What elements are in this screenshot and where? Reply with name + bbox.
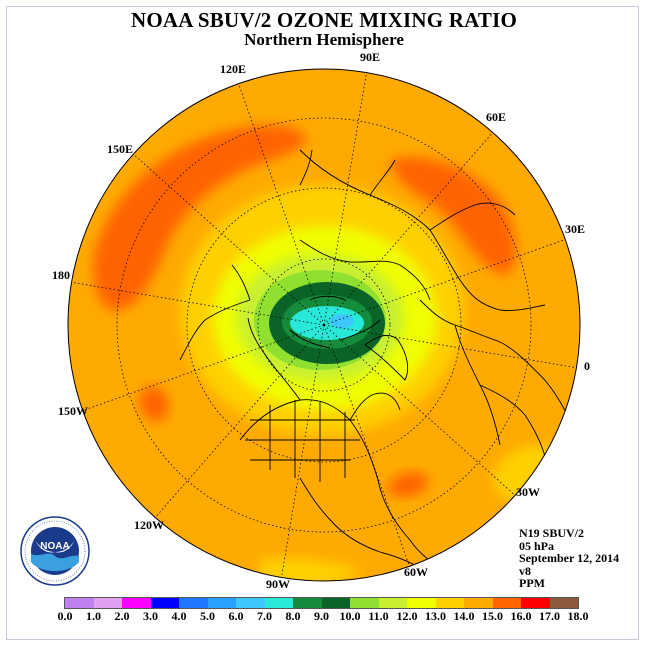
colorbar-tick-label: 7.0 bbox=[257, 609, 272, 623]
colorbar-tick-label: 11.0 bbox=[368, 609, 389, 623]
lon-label-150w: 150W bbox=[58, 404, 88, 418]
colorbar bbox=[64, 597, 579, 609]
ozone-high-patch-pacific bbox=[93, 125, 306, 311]
colorbar-tick-label: 13.0 bbox=[425, 609, 446, 623]
noaa-logo-text: NOAA bbox=[40, 541, 69, 552]
colorbar-swatch bbox=[350, 598, 379, 608]
info-satellite: N19 SBUV/2 bbox=[519, 526, 585, 540]
colorbar-tick-label: 10.0 bbox=[339, 609, 361, 623]
coast-greenland bbox=[364, 334, 409, 381]
lon-label-150e: 150E bbox=[107, 142, 134, 156]
colorbar-tick-label: 3.0 bbox=[143, 609, 158, 623]
colorbar-tick-label: 0.0 bbox=[57, 609, 73, 623]
coast-north-america bbox=[239, 317, 446, 571]
colorbar-tick-label: 2.0 bbox=[114, 609, 130, 623]
colorbar-swatch bbox=[150, 598, 179, 608]
colorbar-tick-label: 15.0 bbox=[482, 609, 503, 623]
colorbar-swatch bbox=[407, 598, 436, 608]
info-date: September 12, 2014 bbox=[519, 551, 620, 565]
ozone-high-patch-npacific bbox=[138, 385, 169, 422]
lon-label-60w: 60W bbox=[404, 565, 428, 579]
lon-label-60e: 60E bbox=[486, 110, 507, 124]
colorbar-swatch bbox=[236, 598, 265, 608]
colorbar-tick-label: 4.0 bbox=[171, 609, 187, 623]
colorbar-tick-label: 1.0 bbox=[86, 609, 101, 623]
colorbar-swatch bbox=[464, 598, 493, 608]
colorbar-swatch bbox=[179, 598, 208, 608]
colorbar-swatch bbox=[65, 598, 94, 608]
coast-arctic-islands bbox=[289, 295, 381, 349]
colorbar-tick-label: 8.0 bbox=[285, 609, 301, 623]
meridian-lines bbox=[69, 69, 579, 581]
coastlines bbox=[179, 149, 576, 571]
coast-asia bbox=[299, 149, 546, 311]
latitude-circles bbox=[116, 117, 532, 533]
lon-label-180: 180 bbox=[52, 268, 70, 282]
ozone-band-6 bbox=[330, 314, 354, 328]
colorbar-tick-label: 18.0 bbox=[567, 609, 589, 623]
colorbar-swatch bbox=[435, 598, 464, 608]
lon-label-90e: 90E bbox=[360, 50, 381, 64]
colorbar-swatch bbox=[521, 598, 550, 608]
coast-usa-grid bbox=[245, 400, 360, 482]
colorbar-swatch bbox=[293, 598, 322, 608]
lon-label-30e: 30E bbox=[565, 222, 586, 236]
coast-siberia-arctic bbox=[299, 239, 431, 301]
lon-label-90w: 90W bbox=[266, 577, 290, 591]
colorbar-swatch bbox=[321, 598, 350, 608]
info-version: v8 bbox=[519, 563, 531, 578]
coast-central-america bbox=[299, 477, 416, 566]
coast-europe bbox=[419, 299, 576, 446]
ozone-high-patch-atlantic bbox=[387, 471, 429, 497]
colorbar-tick-label: 12.0 bbox=[396, 609, 418, 623]
info-units: PPM bbox=[519, 576, 545, 590]
coast-africa bbox=[479, 384, 549, 471]
colorbar-tick-labels: 0.0 1.0 2.0 3.0 4.0 5.0 6.0 7.0 8.0 9.0 10.0 11.0 12… bbox=[50, 609, 610, 623]
colorbar-swatch bbox=[93, 598, 122, 608]
map-disc-outline bbox=[67, 68, 581, 582]
colorbar-swatch bbox=[549, 598, 578, 608]
lon-label-120e: 120E bbox=[220, 62, 247, 76]
map-subtitle: Northern Hemisphere bbox=[244, 30, 404, 49]
lon-label-0: 0 bbox=[584, 359, 590, 373]
colorbar-swatch bbox=[122, 598, 151, 608]
colorbar-tick-label: 6.0 bbox=[228, 609, 244, 623]
lon-label-30w: 30W bbox=[516, 485, 540, 499]
noaa-logo-icon: NOAA bbox=[20, 516, 90, 586]
colorbar-swatch bbox=[264, 598, 293, 608]
coast-alaska bbox=[179, 264, 251, 361]
coast-japan bbox=[299, 149, 313, 186]
colorbar-tick-label: 17.0 bbox=[539, 609, 560, 623]
colorbar-tick-label: 16.0 bbox=[510, 609, 532, 623]
info-level: 05 hPa bbox=[519, 538, 555, 553]
lon-label-120w: 120W bbox=[134, 518, 164, 532]
figure-frame bbox=[6, 6, 639, 640]
colorbar-tick-label: 5.0 bbox=[200, 609, 215, 623]
colorbar-swatch bbox=[492, 598, 521, 608]
colorbar-tick-label: 9.0 bbox=[314, 609, 329, 623]
map-title: NOAA SBUV/2 OZONE MIXING RATIO bbox=[131, 8, 517, 32]
colorbar-swatch bbox=[207, 598, 236, 608]
ozone-high-patch-siberia bbox=[390, 156, 516, 275]
colorbar-tick-label: 14.0 bbox=[453, 609, 475, 623]
colorbar-swatch bbox=[378, 598, 407, 608]
dataset-info: N19 SBUV/2 05 hPa September 12, 2014 v8 … bbox=[519, 527, 619, 590]
